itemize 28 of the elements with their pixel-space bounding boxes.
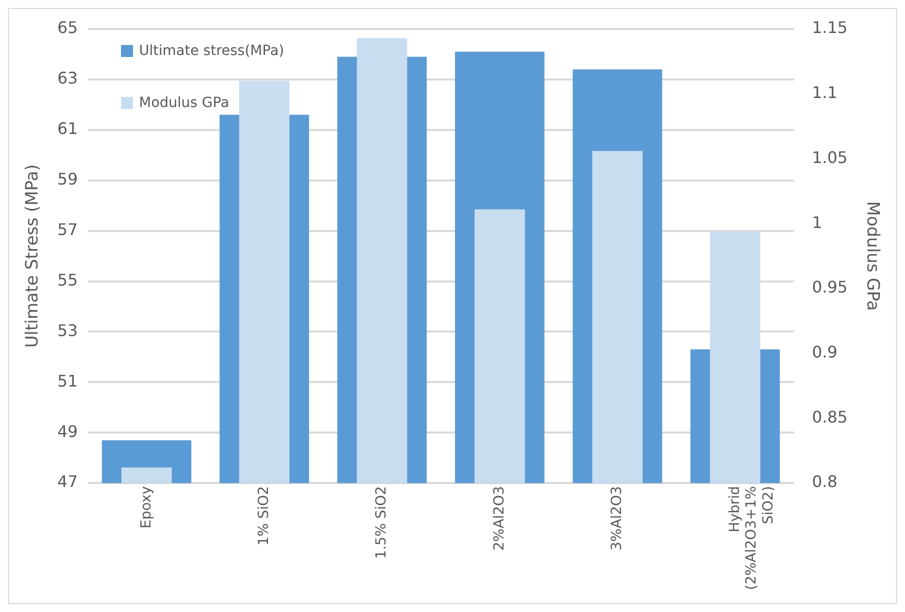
- y2-tick-label: 0.9: [812, 342, 838, 362]
- y2-tick-label: 1.15: [812, 18, 848, 38]
- y-tick-label: 65: [57, 18, 78, 38]
- x-tick-label: Hybrid (2%Al2O3+1% SiO2): [726, 486, 776, 590]
- y-axis-title: Ultimate Stress (MPa): [22, 164, 43, 348]
- y-tick-label: 53: [57, 320, 78, 340]
- y-tick-label: 51: [57, 371, 78, 390]
- y2-axis-title: Modulus GPa: [862, 201, 882, 311]
- x-tick-label: 3%Al2O3: [609, 486, 626, 551]
- y-tick-label: 57: [57, 220, 78, 239]
- y2-tick-label: 0.95: [812, 278, 848, 297]
- y-tick-label: 63: [57, 68, 78, 88]
- x-tick-label: 1.5% SiO2: [374, 486, 390, 559]
- x-tick-label: 1% SiO2: [256, 486, 272, 546]
- y-tick-label: 49: [57, 422, 78, 441]
- legend-label: Ultimate stress(MPa): [139, 43, 284, 59]
- y2-tick-label: 1.05: [812, 148, 848, 167]
- y-tick-label: 47: [57, 472, 78, 492]
- y2-tick-label: 0.85: [812, 407, 848, 426]
- y-tick-label: 55: [57, 270, 78, 290]
- y-tick-label: 61: [57, 119, 78, 138]
- y2-tick-label: 1.1: [812, 83, 838, 102]
- y2-tick-label: 1: [812, 212, 822, 232]
- x-tick-label: 2%Al2O3: [491, 486, 508, 551]
- y2-tick-label: 0.8: [812, 472, 838, 492]
- x-tick-label: Epoxy: [138, 486, 154, 529]
- y-tick-label: 59: [57, 170, 78, 189]
- legend-label: Modulus GPa: [139, 95, 230, 111]
